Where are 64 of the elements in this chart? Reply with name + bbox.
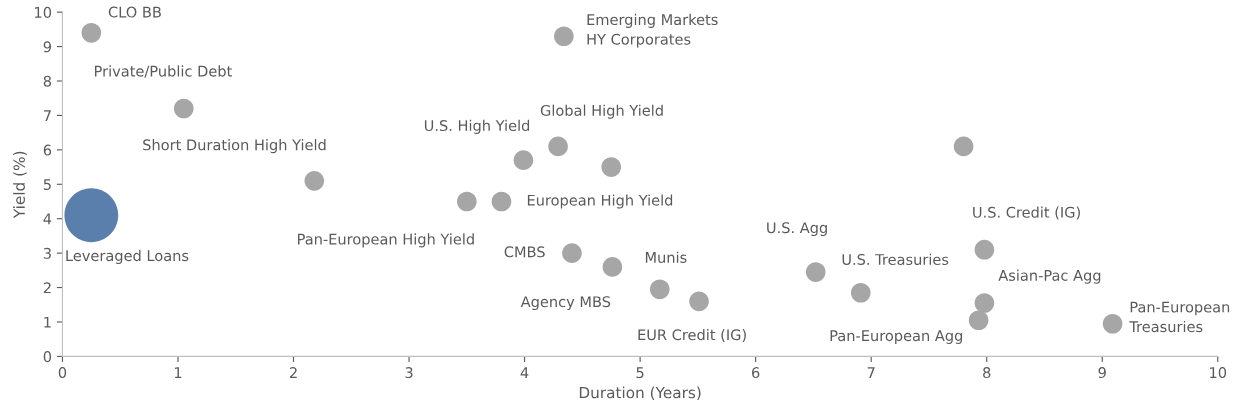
annotation: Asian-Pac Agg: [998, 269, 1101, 284]
point: [974, 293, 995, 313]
x-tick-label: 4: [520, 367, 529, 378]
point: [974, 239, 995, 260]
annotation: CLO BB: [108, 6, 161, 18]
annotation: Emerging Markets HY Corporates: [587, 13, 718, 48]
x-tick-label: 8: [983, 367, 991, 379]
annotation: CMBS: [504, 246, 545, 258]
annotation: U.S. Credit (IG): [973, 206, 1080, 220]
annotation: U.S. Treasuries: [842, 253, 949, 265]
x-tick-label: 1: [174, 367, 182, 378]
y-tick-label: 10: [35, 6, 52, 18]
x-axis-title: Duration (Years): [579, 386, 701, 401]
point: [689, 291, 709, 312]
x-tick-label: 0: [58, 367, 67, 379]
point: [81, 22, 102, 43]
x-tick-label: 2: [289, 367, 297, 378]
annotation: Pan-European Treasuries: [1129, 301, 1230, 333]
y-tick-label: 8: [43, 75, 52, 87]
annotation: Leveraged Loans: [66, 249, 189, 264]
point: [1102, 313, 1123, 334]
annotation: U.S. High Yield: [424, 119, 530, 134]
point: [649, 279, 670, 300]
point: [491, 191, 512, 212]
point: [953, 136, 974, 157]
x-tick-label: 9: [1098, 367, 1106, 379]
point: [456, 191, 477, 212]
y-tick-label: 7: [43, 110, 51, 121]
point: [968, 310, 989, 331]
x-tick-label: 5: [636, 367, 644, 379]
y-tick-label: 2: [43, 282, 51, 294]
annotation: Pan-European High Yield: [298, 233, 474, 248]
y-tick-label: 4: [43, 213, 52, 225]
y-tick-label: 0: [43, 351, 52, 363]
y-tick-label: 6: [43, 144, 52, 156]
y-axis-title: Yield (%): [13, 151, 27, 219]
annotation: Agency MBS: [520, 296, 611, 311]
annotation: Global High Yield: [540, 104, 663, 119]
annotation: U.S. Agg: [767, 222, 827, 237]
annotation: EUR Credit (IG): [638, 328, 746, 342]
annotation: Munis: [645, 251, 687, 263]
y-tick-label: 9: [43, 41, 52, 53]
point: [850, 282, 871, 303]
x-tick-label: 7: [867, 367, 875, 378]
y-tick-label: 3: [43, 247, 51, 259]
point: [554, 26, 574, 47]
x-tick-label: 10: [1210, 367, 1227, 379]
point: [562, 243, 582, 263]
annotation: Pan-European Agg: [830, 330, 963, 344]
y-tick-label: 1: [44, 316, 51, 328]
point: [173, 98, 194, 119]
point: [805, 262, 826, 282]
point: [64, 188, 119, 243]
x-tick-label: 6: [752, 367, 760, 379]
annotation: European High Yield: [527, 194, 673, 209]
annotation: Short Duration High Yield: [143, 139, 326, 154]
point: [548, 136, 568, 157]
point: [602, 257, 623, 277]
point: [304, 171, 325, 191]
x-tick-label: 3: [405, 367, 413, 379]
point: [513, 150, 534, 170]
point: [601, 157, 622, 177]
y-tick-label: 5: [43, 179, 51, 191]
annotation: Private/Public Debt: [94, 65, 232, 78]
